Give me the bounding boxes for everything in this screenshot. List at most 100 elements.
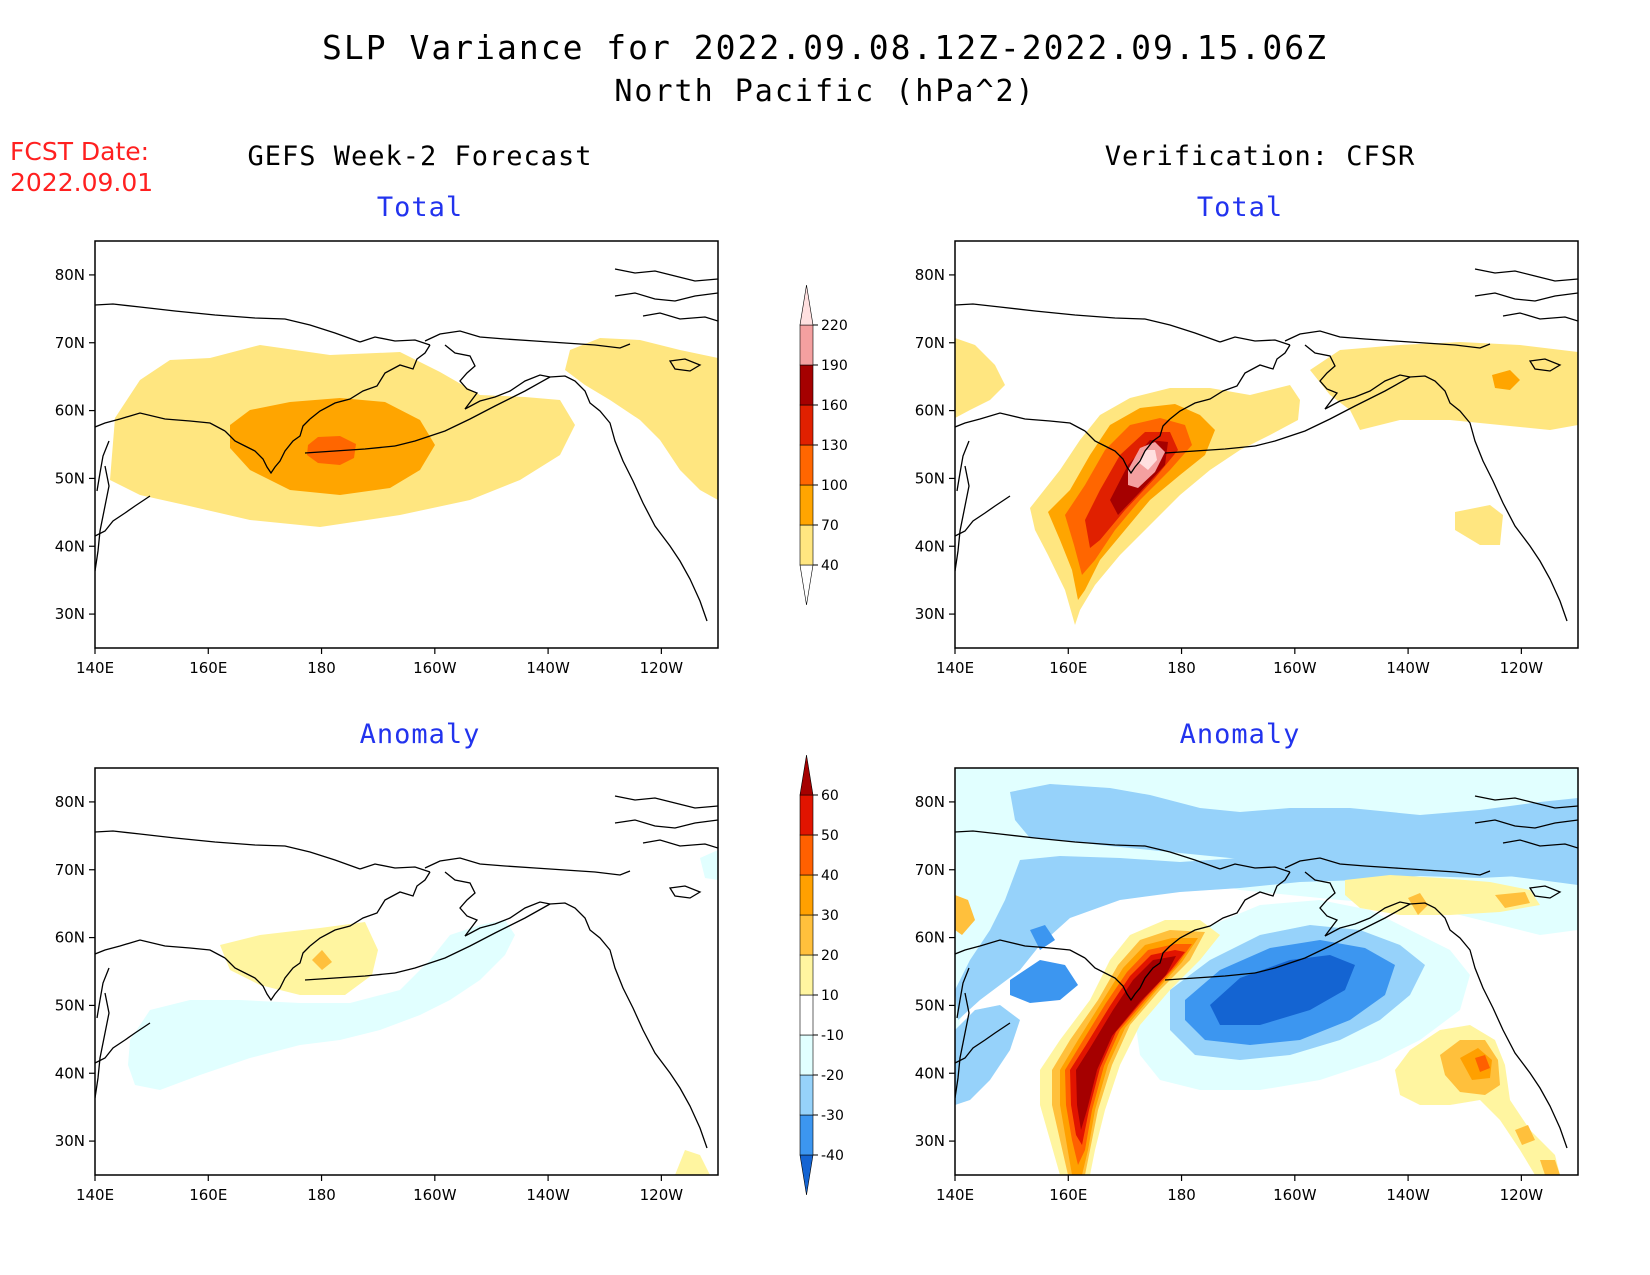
colorbar-total-swatch — [799, 444, 814, 486]
gefs-anomaly-fill-20 — [312, 950, 332, 970]
lon-tick-label: 160W — [1273, 659, 1317, 677]
colorbar-anomaly-swatch — [799, 994, 814, 1036]
colorbar-total-level-label: 130 — [821, 438, 848, 454]
lon-tick-label: 140W — [1386, 659, 1430, 677]
gefs-total-fill-40-east — [565, 338, 718, 500]
gefs-anomaly-fill-10-se — [675, 1150, 710, 1175]
colorbar-anomaly-level-label: 50 — [821, 828, 839, 844]
cfsr-anomaly-fill-neg30-west — [1010, 960, 1078, 1003]
cfsr-anomaly-fill-20-ne2 — [1495, 892, 1530, 908]
colorbar-anomaly-swatch — [799, 1114, 814, 1156]
fcst-date: 2022.09.01 — [10, 168, 154, 197]
colorbar-total-level-label: 220 — [821, 318, 848, 334]
cfsr-anomaly-fill-neg20-band — [955, 842, 1578, 1020]
colorbar-total-level-label: 40 — [821, 558, 839, 574]
colorbar-total-level-label: 160 — [821, 398, 848, 414]
cfsr-anomaly-fill-neg30-nw — [1030, 925, 1055, 950]
lat-tick-label: 60N — [55, 402, 85, 420]
lon-tick-label: 160W — [1273, 1186, 1317, 1204]
colorbar-anomaly-level-label: -40 — [821, 1148, 844, 1164]
lat-tick-label: 50N — [915, 469, 945, 487]
lon-tick-label: 140W — [526, 659, 570, 677]
panel-gefs-total — [94, 240, 719, 649]
lon-tick-label: 180 — [1167, 659, 1196, 677]
colorbar-anomaly-swatch — [799, 794, 814, 836]
colorbar-total-swatch — [799, 324, 814, 366]
cfsr-total-fill-40-east — [1310, 342, 1578, 430]
colorbar-anomaly-level-label: -30 — [821, 1108, 844, 1124]
colorbar-total-level-label: 70 — [821, 518, 839, 534]
lon-tick-label: 180 — [307, 659, 336, 677]
cfsr-total-fill-40-west — [955, 338, 1005, 418]
lon-tick-label: 160E — [189, 1186, 227, 1204]
main-subtitle: North Pacific (hPa^2) — [614, 74, 1036, 109]
lon-tick-label: 180 — [307, 1186, 336, 1204]
lat-tick-label: 70N — [55, 861, 85, 879]
colorbar-anomaly-level-label: 20 — [821, 948, 839, 964]
colorbar-total-swatch — [799, 404, 814, 446]
colorbar-anomaly-swatch — [799, 914, 814, 956]
colorbar-anomaly-swatch — [799, 1034, 814, 1076]
cfsr-anomaly-fill-20-se3 — [1540, 1160, 1560, 1175]
lon-tick-label: 140E — [76, 1186, 114, 1204]
lat-tick-label: 60N — [915, 929, 945, 947]
panel-subtitle-cfsr-total: Total — [1196, 192, 1284, 223]
colorbar-total-swatch — [799, 524, 814, 566]
cfsr-anomaly-fill-20-se2 — [1515, 1125, 1535, 1145]
axes-layer: 140E 160E 180 160W 140W 120W 80N 70N 60N 50N 40N 30… — [55, 266, 1544, 1204]
panel-cfsr-anomaly — [954, 767, 1579, 1176]
fcst-label: FCST Date: — [10, 137, 150, 166]
lat-tick-label: 50N — [915, 996, 945, 1014]
lat-tick-label: 70N — [915, 334, 945, 352]
cfsr-anomaly-fill-40-se — [1475, 1055, 1490, 1072]
lat-tick-label: 60N — [915, 402, 945, 420]
lat-tick-label: 40N — [915, 1064, 945, 1082]
lat-tick-label: 40N — [915, 537, 945, 555]
right-column-title: Verification: CFSR — [1104, 141, 1416, 172]
lon-tick-label: 160E — [189, 659, 227, 677]
colorbar-anomaly-level-label: 10 — [821, 988, 839, 1004]
colorbar-anomaly-level-label: -10 — [821, 1028, 844, 1044]
lat-tick-label: 80N — [55, 266, 85, 284]
lat-tick-label: 80N — [915, 266, 945, 284]
fcst-date-block: FCST Date: 2022.09.01 — [10, 136, 153, 198]
lat-tick-label: 30N — [915, 1132, 945, 1150]
lon-tick-label: 160E — [1049, 1186, 1087, 1204]
lat-tick-label: 80N — [915, 793, 945, 811]
cfsr-total-fill-70-east — [1492, 370, 1520, 390]
lon-tick-label: 140E — [936, 659, 974, 677]
colorbar-anomaly-level-label: 30 — [821, 908, 839, 924]
main-title: SLP Variance for 2022.09.08.12Z-2022.09.… — [322, 28, 1328, 67]
colorbar-anomaly-swatch — [799, 954, 814, 996]
lon-tick-label: 140W — [526, 1186, 570, 1204]
lat-tick-label: 60N — [55, 929, 85, 947]
lat-tick-label: 30N — [55, 605, 85, 623]
lat-tick-label: 30N — [915, 605, 945, 623]
lat-tick-label: 80N — [55, 793, 85, 811]
lat-tick-label: 40N — [55, 1064, 85, 1082]
gefs-anomaly-fill-neg10 — [128, 920, 515, 1090]
panel-subtitle-gefs-total: Total — [376, 192, 464, 223]
panel-gefs-anomaly — [94, 767, 719, 1176]
colorbar-anomaly: -40 -30 -20 -10 10 20 30 40 50 60 — [799, 754, 844, 1196]
colorbar-total-swatch — [799, 564, 814, 606]
panel-subtitle-gefs-anomaly: Anomaly — [359, 719, 481, 750]
colorbar-anomaly-level-label: 40 — [821, 868, 839, 884]
cfsr-anomaly-fill-neg20-west — [955, 1005, 1020, 1105]
lat-tick-label: 70N — [55, 334, 85, 352]
lat-tick-label: 30N — [55, 1132, 85, 1150]
lon-tick-label: 140E — [936, 1186, 974, 1204]
lat-tick-label: 50N — [55, 469, 85, 487]
lon-tick-label: 160W — [413, 1186, 457, 1204]
cfsr-anomaly-fill-20-west — [955, 895, 975, 935]
lat-tick-label: 40N — [55, 537, 85, 555]
panel-subtitle-cfsr-anomaly: Anomaly — [1179, 719, 1301, 750]
lat-tick-label: 50N — [55, 996, 85, 1014]
colorbar-total: 40 70 100 130 160 190 220 — [799, 284, 848, 606]
colorbar-total-level-label: 190 — [821, 358, 848, 374]
lon-tick-label: 160E — [1049, 659, 1087, 677]
colorbar-total-swatch — [799, 484, 814, 526]
cfsr-total-fill-40-coast — [1455, 505, 1503, 545]
lon-tick-label: 140W — [1386, 1186, 1430, 1204]
